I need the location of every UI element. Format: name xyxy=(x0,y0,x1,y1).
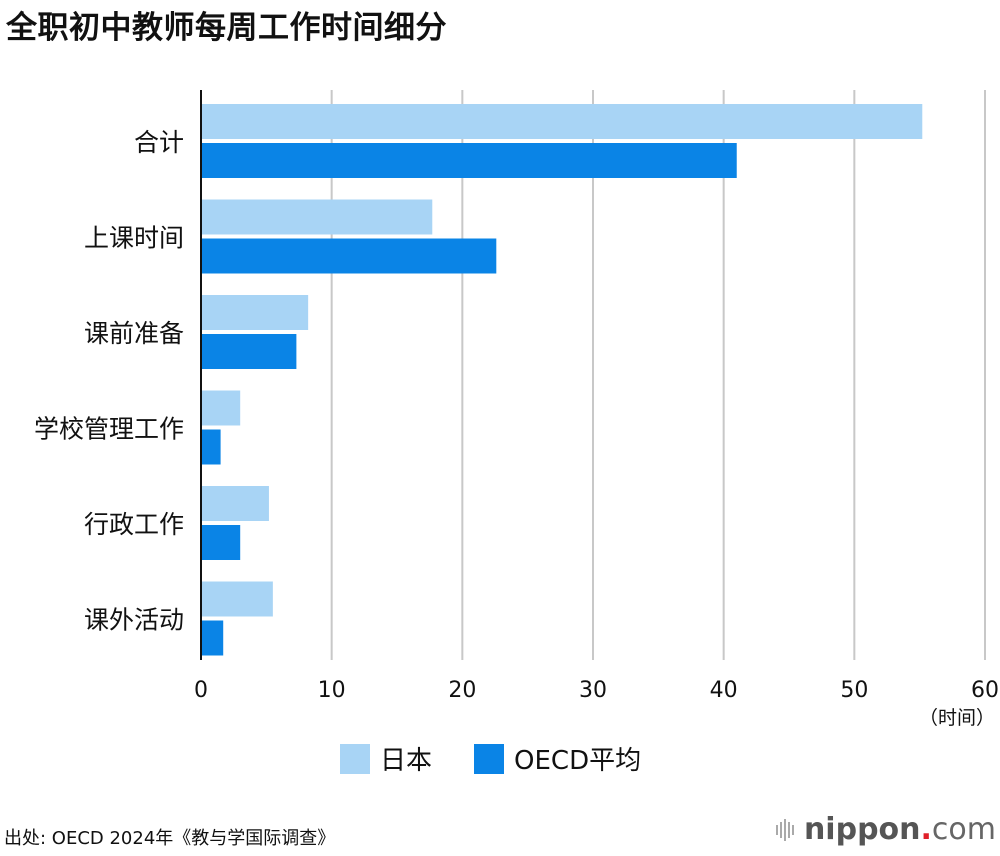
legend-item-oecd: OECD平均 xyxy=(474,740,641,777)
x-tick-label: 0 xyxy=(194,678,208,703)
category-label: 学校管理工作 xyxy=(34,415,184,444)
bar-japan xyxy=(201,199,433,235)
bar-oecd xyxy=(201,334,297,369)
bar-oecd xyxy=(201,620,224,656)
source-note: 出处: OECD 2024年《教与学国际调查》 xyxy=(4,828,336,849)
x-tick-label: 60 xyxy=(971,678,999,703)
bar-oecd xyxy=(201,429,221,465)
x-tick-label: 40 xyxy=(710,678,738,703)
logo-text: nippon xyxy=(803,812,921,847)
chart-title: 全职初中教师每周工作时间细分 xyxy=(6,10,447,46)
legend-swatch-oecd xyxy=(474,743,505,774)
legend-swatch-japan xyxy=(340,743,370,774)
bar-oecd xyxy=(201,238,497,274)
logo-bars-icon xyxy=(775,818,794,841)
legend-label-japan: 日本 xyxy=(380,746,433,776)
x-axis-unit: （时间） xyxy=(919,707,995,729)
legend: 日本 OECD平均 xyxy=(340,740,683,777)
category-label: 行政工作 xyxy=(84,510,184,539)
bar-japan xyxy=(201,581,273,617)
x-tick-label: 10 xyxy=(318,678,346,703)
category-label: 上课时间 xyxy=(84,224,184,253)
category-label: 课外活动 xyxy=(84,606,184,635)
nippon-logo: nippon. com xyxy=(775,812,996,847)
bar-oecd xyxy=(201,143,737,178)
category-label: 合计 xyxy=(134,128,184,157)
bar-oecd xyxy=(201,525,241,560)
x-tick-label: 20 xyxy=(448,678,476,703)
bar-japan xyxy=(201,486,269,521)
bar-japan xyxy=(201,104,923,139)
logo-tld: com xyxy=(931,812,996,847)
bar-japan xyxy=(201,390,241,426)
category-label: 课前准备 xyxy=(84,319,184,348)
x-tick-label: 50 xyxy=(840,678,868,703)
legend-label-oecd: OECD平均 xyxy=(514,746,642,776)
logo-dot: . xyxy=(920,812,932,847)
x-tick-label: 30 xyxy=(579,678,607,703)
bar-japan xyxy=(201,295,309,330)
legend-item-japan: 日本 xyxy=(340,740,432,777)
